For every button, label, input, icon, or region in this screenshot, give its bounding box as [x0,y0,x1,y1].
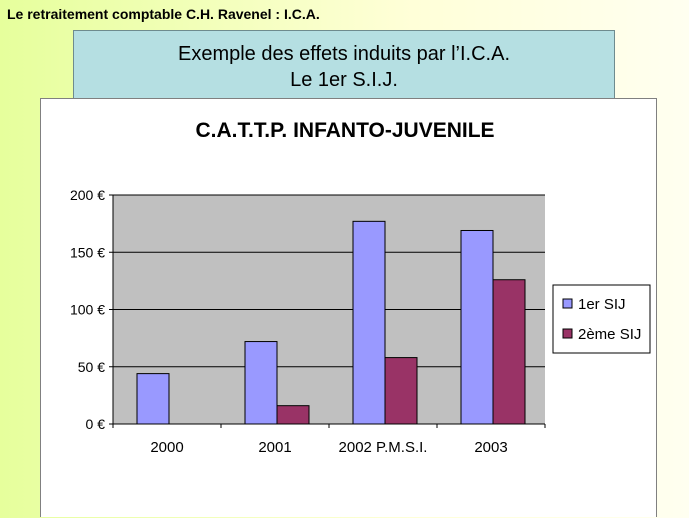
bar-2-4 [492,279,526,425]
y-tick-label: 200 € [70,187,105,203]
bar-1-2 [244,341,278,425]
slide-title-line-1: Exemple des effets induits par l’I.C.A. [177,43,510,65]
legend-swatch-2 [562,328,573,339]
legend-swatch-1 [562,298,573,309]
chart-title: C.A.T.T.P. INFANTO-JUVENILE [195,119,494,142]
y-tick-label: 150 € [70,244,105,260]
legend: 1er SIJ 2ème SIJ [552,284,651,354]
x-tick-label: 2002 P.M.S.I. [339,439,428,456]
x-tick-label: 2003 [474,439,507,456]
legend-box [552,284,651,354]
bar-2-2 [276,405,310,425]
bar-2-3 [384,357,418,425]
slide-title-line-2: Le 1er S.I.J. [290,69,398,91]
slide-header-title: Le retraitement comptable C.H. Ravenel :… [7,6,320,22]
legend-label-2: 2ème SIJ [578,326,641,343]
chart-panel: C.A.T.T.P. INFANTO-JUVENILE 0 € 50 € 100 € 1… [40,98,657,517]
bar-chart: C.A.T.T.P. INFANTO-JUVENILE 0 € 50 € 100 € 1… [70,119,651,456]
bar-1-4 [460,229,494,425]
y-tick-label: 100 € [70,302,105,318]
slide-title-box: Exemple des effets induits par l’I.C.A. … [73,30,615,100]
legend-label-1: 1er SIJ [578,296,626,313]
bar-1-1 [136,373,170,425]
y-tick-label: 50 € [78,359,105,375]
x-tick-label: 2000 [150,439,183,456]
y-tick-label: 0 € [86,416,106,432]
bar-1-3 [352,220,386,425]
x-tick-label: 2001 [258,439,291,456]
